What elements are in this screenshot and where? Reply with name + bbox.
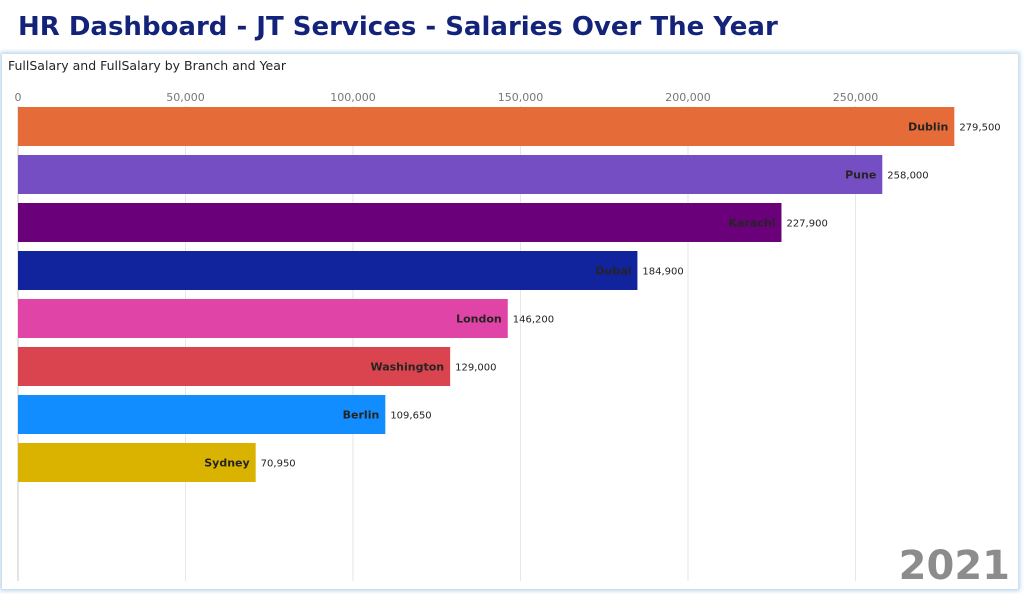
bar-category-label: London: [456, 313, 502, 326]
bar-category-label: Dubai: [595, 265, 631, 278]
chart-card: FullSalary and FullSalary by Branch and …: [2, 54, 1018, 589]
x-tick-label: 250,000: [833, 91, 879, 104]
bar: [18, 155, 883, 194]
bar-value-label: 129,000: [455, 363, 496, 374]
x-tick-label: 100,000: [330, 91, 376, 104]
dashboard-title: HR Dashboard - JT Services - Salaries Ov…: [18, 12, 778, 42]
bar: [18, 299, 508, 338]
chart-title: FullSalary and FullSalary by Branch and …: [8, 58, 287, 73]
bar-category-label: Dublin: [908, 121, 948, 134]
bar-value-label: 227,900: [786, 219, 827, 230]
x-tick-label: 200,000: [665, 91, 711, 104]
bar: [18, 203, 782, 242]
bar-category-label: Pune: [845, 169, 876, 182]
bar-category-label: Berlin: [343, 409, 380, 422]
bar-chart: 0 50,000 100,000 150,000 200,000 250,000 Dubli…: [15, 91, 1001, 581]
bar-category-label: Sydney: [204, 457, 249, 470]
bar: [18, 107, 955, 146]
bar-value-label: 184,900: [642, 267, 683, 278]
year-label: 2021: [898, 543, 1010, 589]
bar: [18, 395, 386, 434]
x-tick-label: 150,000: [498, 91, 544, 104]
x-tick-label: 50,000: [166, 91, 205, 104]
bar-value-label: 146,200: [513, 315, 554, 326]
bar-value-label: 70,950: [261, 459, 296, 470]
bar: [18, 443, 256, 482]
bar: [18, 347, 451, 386]
bar-value-label: 279,500: [959, 123, 1000, 134]
bar-category-label: Washington: [370, 361, 444, 374]
bar-category-label: Karachi: [729, 217, 776, 230]
bar-value-label: 109,650: [390, 411, 431, 422]
bar: [18, 251, 638, 290]
bar-value-label: 258,000: [887, 171, 928, 182]
x-tick-label: 0: [15, 91, 22, 104]
